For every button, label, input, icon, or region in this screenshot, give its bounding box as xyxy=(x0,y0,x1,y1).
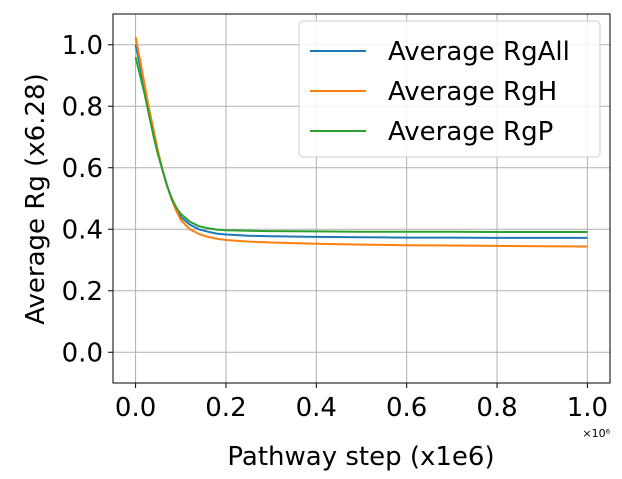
axis-ticks: 0.0 0.2 0.4 0.6 0.8 1.0 0.0 0.2 0.4 0.6 0.8 1.0 xyxy=(62,31,608,423)
y-tick-label: 1.0 xyxy=(62,31,103,61)
legend-label: Average RgH xyxy=(388,77,557,107)
x-axis-label: Pathway step (x1e6) xyxy=(227,442,494,472)
y-axis-label: Average Rg (x6.28) xyxy=(21,73,51,324)
x-axis-offset-label: ×10⁶ xyxy=(582,427,610,440)
plot-frame xyxy=(112,13,611,384)
y-tick-label: 0.0 xyxy=(62,338,103,368)
legend-box xyxy=(298,20,601,158)
series-lines xyxy=(134,36,588,248)
y-tick-label: 0.8 xyxy=(62,92,103,122)
x-tick-label: 1.0 xyxy=(567,393,608,423)
y-tick-label: 0.2 xyxy=(62,277,103,307)
x-tick-label: 0.2 xyxy=(205,393,246,423)
x-tick-label: 0.8 xyxy=(476,393,517,423)
legend-label: Average RgAll xyxy=(388,37,570,67)
x-tick-label: 0.4 xyxy=(296,393,337,423)
y-tick-label: 0.4 xyxy=(62,215,103,245)
y-tick-label: 0.6 xyxy=(62,154,103,184)
x-tick-label: 0.0 xyxy=(115,393,156,423)
legend-label: Average RgP xyxy=(388,117,553,147)
x-tick-label: 0.6 xyxy=(386,393,427,423)
series-line xyxy=(134,36,588,248)
series-line xyxy=(134,56,588,233)
legend: Average RgAll Average RgH Average RgP xyxy=(298,20,601,158)
